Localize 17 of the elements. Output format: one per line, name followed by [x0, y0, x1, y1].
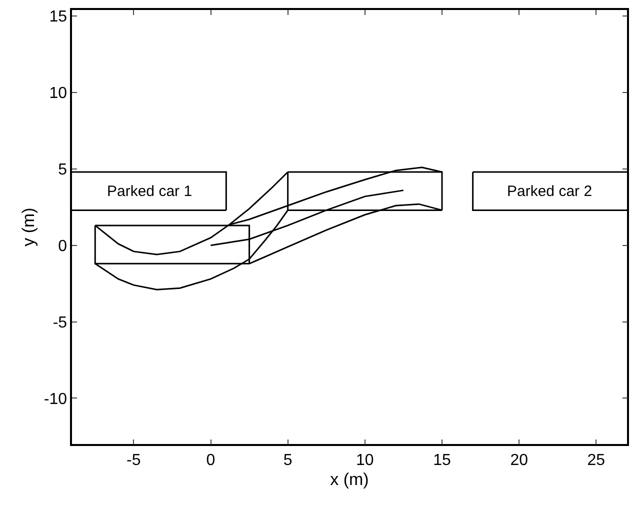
y-tick-label: 10 [49, 85, 68, 102]
x-tick-label: -5 [126, 452, 141, 469]
x-tick-label: 20 [510, 452, 528, 469]
y-tick-label: 0 [58, 238, 68, 255]
annotation: Parked car 1 [107, 183, 192, 200]
x-axis-title: x (m) [330, 470, 369, 489]
x-tick-label: 0 [206, 452, 216, 469]
y-tick-label: -5 [52, 314, 68, 332]
x-tick-label: 25 [587, 452, 606, 469]
x-tick-label: 10 [356, 452, 374, 469]
y-tick-label: 5 [58, 162, 68, 179]
x-tick-label: 15 [433, 452, 451, 469]
y-tick-label: 15 [49, 8, 68, 26]
x-tick-label: 5 [283, 452, 292, 469]
y-axis-title: y (m) [18, 208, 38, 246]
y-tick-label: -10 [44, 390, 68, 408]
annotation: Parked car 2 [507, 183, 592, 200]
